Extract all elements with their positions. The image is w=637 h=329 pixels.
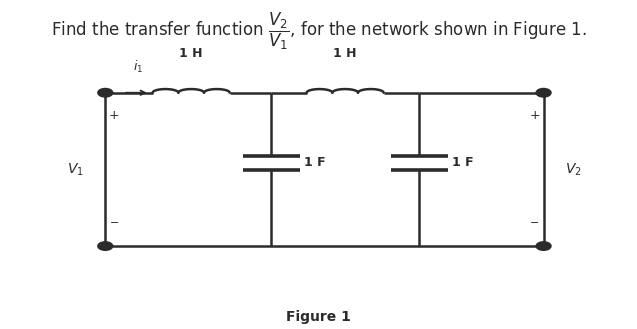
Text: 1 H: 1 H (180, 47, 203, 60)
Circle shape (98, 89, 112, 97)
Text: +: + (109, 109, 120, 122)
Text: 1 H: 1 H (333, 47, 357, 60)
Text: −: − (530, 218, 540, 228)
Text: −: − (110, 218, 119, 228)
Text: $V_1$: $V_1$ (68, 161, 84, 178)
Circle shape (536, 89, 550, 97)
Text: 1 F: 1 F (452, 156, 473, 169)
Text: +: + (529, 109, 540, 122)
Circle shape (536, 242, 550, 250)
Text: Figure 1: Figure 1 (286, 310, 351, 324)
Text: Find the transfer function $\dfrac{V_2}{V_1}$, for the network shown in Figure 1: Find the transfer function $\dfrac{V_2}{… (51, 11, 586, 52)
Text: $V_2$: $V_2$ (565, 161, 582, 178)
Circle shape (98, 242, 112, 250)
Text: $i_1$: $i_1$ (132, 59, 143, 75)
Text: 1 F: 1 F (304, 156, 326, 169)
